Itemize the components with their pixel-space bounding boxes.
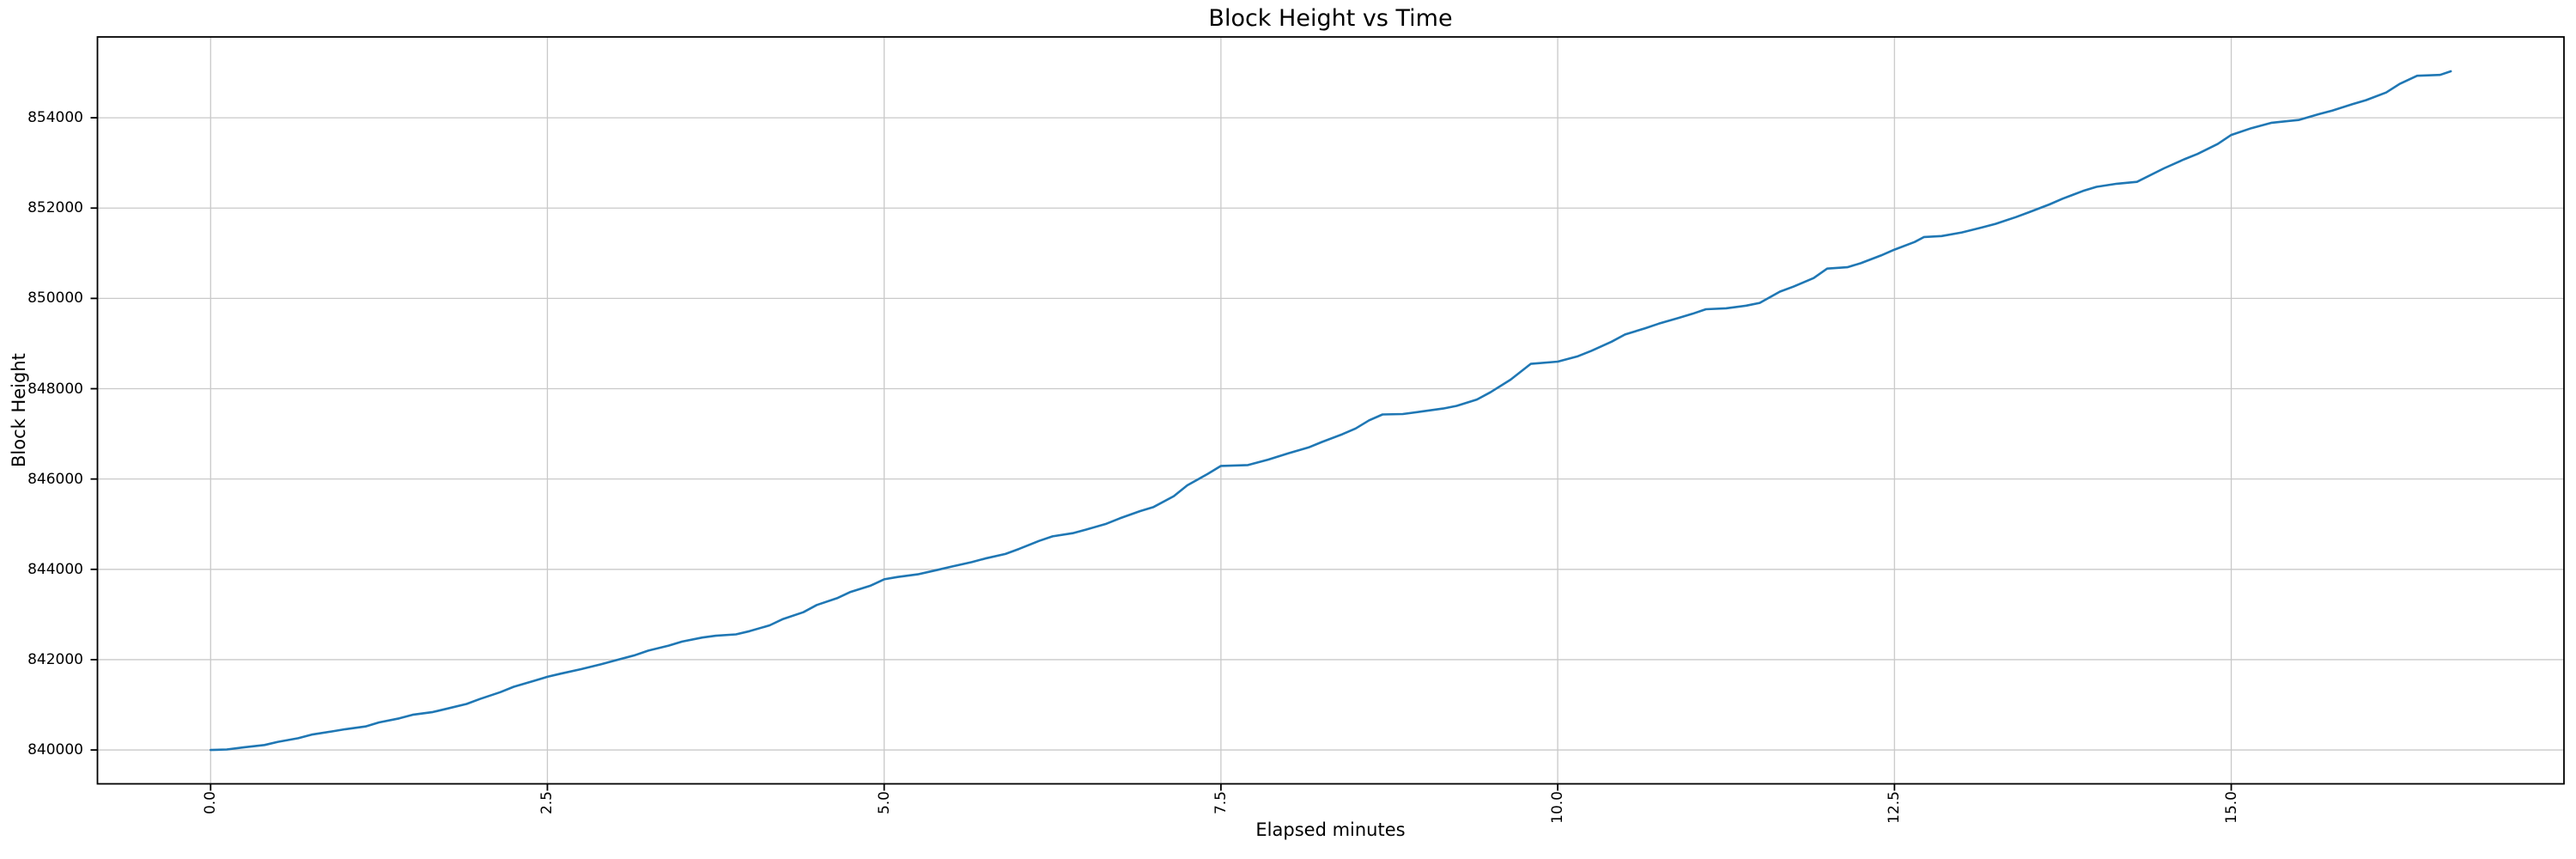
y-tick-label: 854000	[27, 109, 83, 127]
y-tick-label: 844000	[27, 560, 83, 578]
y-tick-label: 852000	[27, 199, 83, 217]
x-tick-label: 7.5	[1212, 791, 1230, 815]
x-tick-label: 0.0	[202, 791, 220, 815]
x-tick-label: 15.0	[2222, 791, 2240, 824]
y-tick-label: 842000	[27, 650, 83, 668]
gridlines	[97, 37, 2564, 784]
x-tick-label: 12.5	[1886, 791, 1904, 824]
tick-marks	[90, 117, 2233, 791]
block-height-line	[210, 70, 2452, 752]
x-tick-label: 10.0	[1549, 791, 1567, 824]
chart-title: Block Height vs Time	[1208, 5, 1453, 32]
x-axis-label: Elapsed minutes	[1255, 819, 1406, 840]
y-tick-label: 850000	[27, 289, 83, 308]
plot-border	[96, 36, 2565, 785]
y-tick-label: 848000	[27, 380, 83, 398]
y-tick-label: 846000	[27, 470, 83, 488]
y-tick-label: 840000	[27, 741, 83, 759]
x-tick-label: 2.5	[538, 791, 556, 815]
y-axis-label: Block Height	[9, 353, 29, 468]
x-tick-label: 5.0	[875, 791, 893, 815]
